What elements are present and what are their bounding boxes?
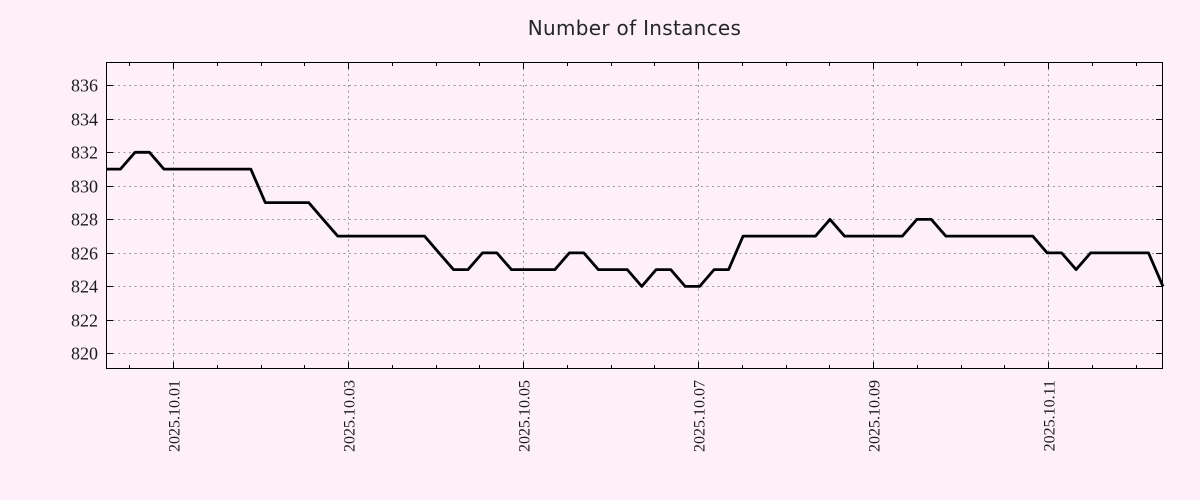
x-tick-label: 2025.10.09	[867, 380, 884, 452]
y-tick-label: 820	[71, 344, 98, 364]
x-tick-label: 2025.10.03	[342, 380, 359, 452]
y-tick-label: 834	[71, 110, 98, 130]
y-tick-label: 828	[71, 210, 98, 230]
series-line-path	[106, 150, 1165, 288]
x-tick-label: 2025.10.11	[1042, 380, 1059, 451]
axes	[106, 62, 1163, 369]
y-tick-label: 836	[71, 76, 98, 96]
y-tick-label: 826	[71, 244, 98, 264]
x-tick-label: 2025.10.07	[692, 380, 709, 452]
tick-labels: 820 822 824 826 828 830 832 834 836 2025.10.01 202…	[71, 76, 1059, 453]
chart-title: Number of Instances	[527, 16, 742, 40]
x-tick-label: 2025.10.05	[517, 380, 534, 452]
series-line	[106, 150, 1165, 288]
y-tick-label: 830	[71, 177, 98, 197]
x-tick-label: 2025.10.01	[167, 380, 184, 452]
y-tick-label: 822	[71, 311, 98, 331]
grid	[107, 63, 1162, 368]
plot-border	[106, 62, 1163, 369]
y-tick-label: 832	[71, 143, 98, 163]
y-tick-label: 824	[71, 277, 98, 297]
